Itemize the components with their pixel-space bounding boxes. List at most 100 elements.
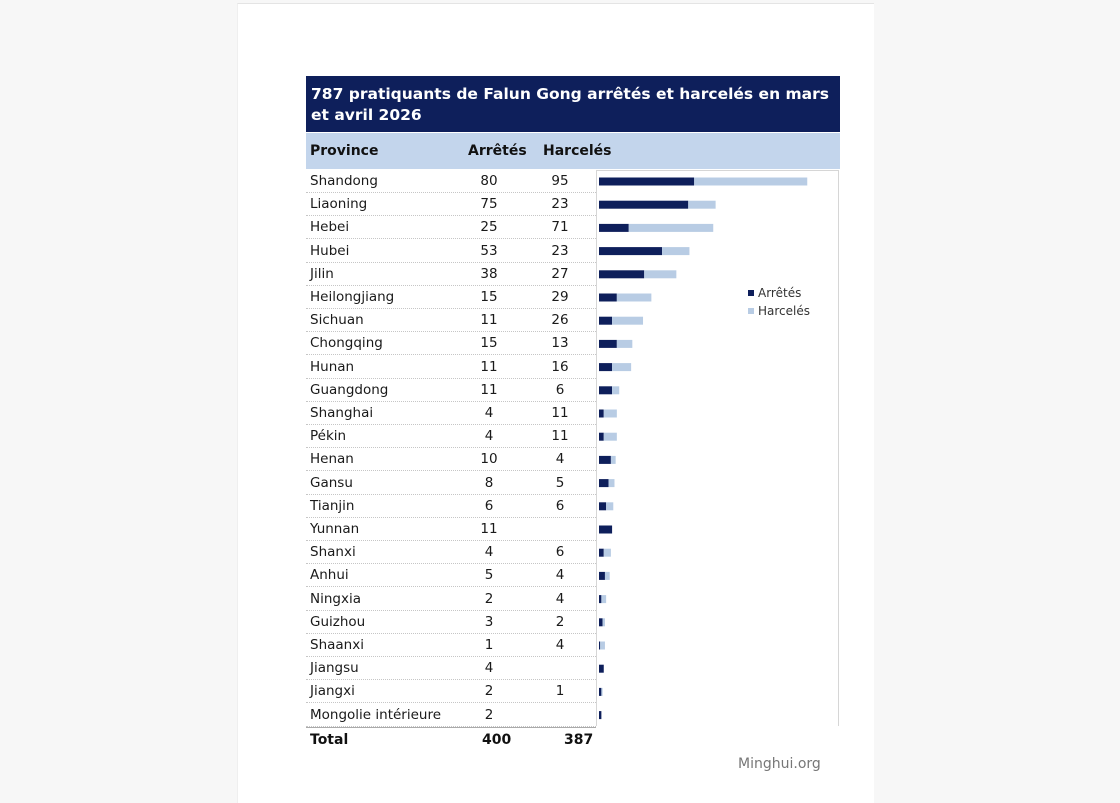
province-name: Shanxi	[310, 544, 356, 561]
harceles-value: 4	[555, 451, 565, 468]
bar-arretes	[599, 293, 617, 302]
bar-arretes	[599, 548, 604, 557]
row-divider	[306, 238, 596, 240]
bar-harceles	[610, 455, 616, 464]
bar-harceles	[602, 618, 605, 627]
bar-harceles	[606, 502, 614, 511]
harceles-value: 11	[551, 428, 569, 445]
province-name: Gansu	[310, 474, 353, 491]
arretes-value: 11	[480, 381, 498, 398]
bar-harceles	[694, 177, 808, 186]
harceles-value: 5	[555, 474, 565, 491]
bar-arretes	[599, 432, 604, 441]
row-divider	[306, 632, 596, 634]
province-name: Guangdong	[310, 381, 389, 398]
arretes-value: 53	[480, 242, 498, 259]
province-name: Jiangxi	[310, 683, 355, 700]
legend-swatch-harceles	[748, 307, 754, 314]
arretes-value: 75	[480, 196, 498, 213]
row-divider	[306, 586, 596, 588]
province-name: Henan	[310, 451, 354, 468]
bar-arretes	[599, 664, 604, 673]
row-divider	[306, 400, 596, 402]
table-row: Shanghai 4 11	[306, 402, 596, 425]
row-divider	[306, 377, 596, 379]
bar-arretes	[599, 409, 604, 418]
table-row: Hunan 11 16	[306, 356, 596, 379]
table-row: Sichuan 11 26	[306, 309, 596, 333]
bar-arretes	[599, 525, 613, 534]
row-divider	[306, 540, 596, 541]
row-divider	[306, 308, 596, 309]
bar-harceles	[601, 595, 607, 604]
bar-harceles	[628, 223, 714, 232]
table-row: Ningxia 2 4	[306, 588, 596, 611]
table-row: Jiangsu 4	[306, 657, 596, 681]
bar-arretes	[599, 571, 605, 580]
bar-arretes	[599, 595, 602, 604]
infographic: 787 pratiquants de Falun Gong arrêtés et…	[306, 76, 840, 756]
table-row: Jilin 38 27	[306, 263, 596, 286]
table-row: Hubei 53 23	[306, 240, 596, 263]
harceles-value: 6	[555, 381, 565, 398]
bar-harceles	[662, 247, 690, 256]
row-divider	[306, 702, 596, 704]
arretes-value: 6	[484, 497, 494, 514]
province-name: Tianjin	[310, 497, 355, 514]
arretes-value: 11	[480, 312, 498, 329]
source-credit: Minghui.org	[738, 756, 821, 772]
row-divider	[306, 447, 596, 449]
table-row: Liaoning 75 23	[306, 193, 596, 217]
table-row: Gansu 8 5	[306, 472, 596, 495]
table-row: Yunnan 11	[306, 518, 596, 541]
bar-chart: Arrêtés Harcelés	[596, 170, 839, 726]
row-divider	[306, 424, 596, 425]
bar-arretes	[599, 177, 695, 186]
province-name: Pékin	[310, 428, 347, 445]
province-name: Chongqing	[310, 335, 383, 352]
total-arretes: 400	[482, 732, 512, 748]
row-divider	[306, 192, 596, 193]
harceles-value	[544, 518, 576, 541]
row-divider	[306, 563, 596, 565]
arretes-value: 25	[480, 219, 498, 236]
bar-arretes	[599, 316, 613, 325]
bar-harceles	[612, 316, 644, 325]
legend-item-arretes: Arrêtés	[748, 285, 801, 301]
legend-label-harceles: Harcelés	[758, 304, 810, 318]
harceles-value	[544, 657, 576, 680]
bar-harceles	[603, 548, 611, 557]
arretes-value: 80	[480, 173, 498, 189]
row-divider	[306, 656, 596, 657]
province-name: Jilin	[310, 265, 334, 282]
bar-arretes	[599, 247, 663, 256]
arretes-value: 11	[480, 521, 498, 537]
arretes-value: 38	[480, 265, 498, 282]
bar-harceles	[603, 409, 617, 418]
harceles-value: 4	[555, 637, 565, 653]
table-row: Mongolie intérieure 2	[306, 704, 596, 727]
row-divider	[306, 609, 596, 611]
harceles-value	[544, 704, 576, 727]
header-province: Province	[310, 143, 379, 159]
harceles-value: 13	[551, 335, 569, 352]
harceles-value: 27	[551, 265, 569, 282]
table-row: Shandong 80 95	[306, 170, 596, 193]
arretes-value: 15	[480, 335, 498, 352]
province-name: Sichuan	[310, 312, 364, 329]
table-row: Chongqing 15 13	[306, 332, 596, 356]
arretes-value: 4	[484, 405, 494, 421]
bar-arretes	[599, 641, 601, 650]
province-name: Yunnan	[310, 521, 360, 537]
bar-harceles	[612, 386, 620, 395]
harceles-value: 95	[551, 173, 569, 189]
bar-harceles	[600, 641, 605, 650]
arretes-value: 1	[484, 637, 494, 653]
harceles-value: 1	[555, 683, 565, 700]
header-arretes: Arrêtés	[468, 143, 527, 159]
title-bar: 787 pratiquants de Falun Gong arrêtés et…	[306, 76, 840, 132]
arretes-value: 4	[484, 428, 494, 445]
harceles-value: 16	[551, 358, 569, 375]
legend-swatch-arretes	[748, 289, 754, 296]
bar-chart-svg	[599, 177, 808, 720]
